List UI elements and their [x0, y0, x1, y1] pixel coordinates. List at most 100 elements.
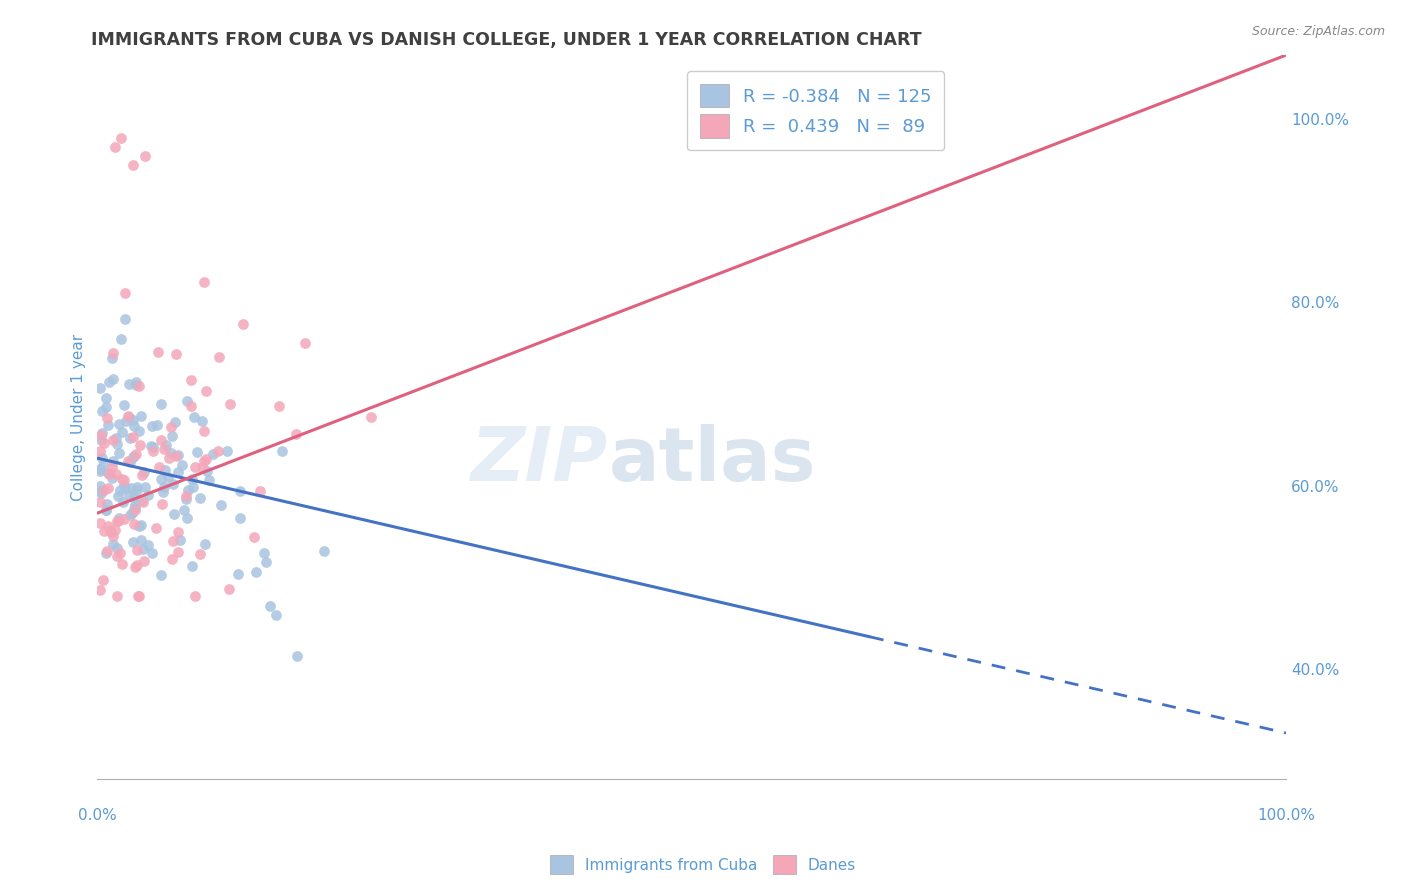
- Point: [243, 530, 266, 544]
- Point: [294, 336, 316, 351]
- Point: [107, 445, 129, 459]
- Point: [207, 444, 229, 458]
- Point: [97, 519, 120, 533]
- Point: [100, 459, 122, 474]
- Point: [166, 545, 188, 559]
- Point: [166, 465, 188, 479]
- Point: [98, 467, 121, 481]
- Point: [103, 537, 125, 551]
- Point: [125, 480, 148, 494]
- Point: [146, 418, 169, 433]
- Point: [150, 568, 173, 582]
- Point: [150, 397, 173, 411]
- Point: [142, 444, 165, 458]
- Point: [285, 427, 308, 442]
- Point: [90, 404, 112, 418]
- Point: [162, 477, 184, 491]
- Point: [134, 149, 156, 163]
- Point: [112, 473, 135, 487]
- Point: [105, 467, 128, 482]
- Point: [134, 554, 156, 568]
- Point: [165, 347, 187, 361]
- Point: [198, 473, 221, 487]
- Point: [162, 534, 184, 549]
- Point: [184, 589, 207, 603]
- Point: [153, 480, 176, 494]
- Point: [131, 467, 153, 482]
- Point: [89, 464, 111, 478]
- Point: [98, 524, 121, 538]
- Point: [129, 409, 152, 423]
- Point: [94, 392, 117, 406]
- Point: [186, 445, 208, 459]
- Point: [105, 549, 128, 563]
- Point: [89, 462, 111, 476]
- Point: [190, 460, 212, 475]
- Point: [218, 582, 240, 596]
- Point: [254, 555, 277, 569]
- Point: [193, 275, 215, 289]
- Point: [124, 560, 146, 574]
- Text: ZIP: ZIP: [471, 424, 609, 497]
- Point: [139, 439, 162, 453]
- Text: Source: ZipAtlas.com: Source: ZipAtlas.com: [1251, 25, 1385, 38]
- Point: [93, 573, 115, 587]
- Point: [201, 447, 224, 461]
- Point: [98, 375, 121, 389]
- Point: [208, 350, 231, 364]
- Point: [118, 377, 141, 392]
- Point: [122, 450, 145, 465]
- Text: 0.0%: 0.0%: [77, 808, 117, 823]
- Point: [114, 482, 136, 496]
- Point: [157, 450, 180, 465]
- Point: [181, 472, 204, 486]
- Point: [112, 398, 135, 412]
- Point: [114, 286, 136, 301]
- Point: [180, 373, 202, 387]
- Point: [209, 498, 232, 512]
- Point: [118, 488, 141, 502]
- Point: [229, 484, 252, 499]
- Point: [93, 524, 115, 538]
- Point: [121, 412, 143, 426]
- Point: [150, 497, 173, 511]
- Point: [132, 542, 155, 557]
- Point: [194, 537, 217, 551]
- Point: [174, 489, 197, 503]
- Point: [93, 435, 115, 450]
- Point: [89, 444, 111, 458]
- Point: [107, 514, 129, 528]
- Text: IMMIGRANTS FROM CUBA VS DANISH COLLEGE, UNDER 1 YEAR CORRELATION CHART: IMMIGRANTS FROM CUBA VS DANISH COLLEGE, …: [91, 31, 922, 49]
- Point: [181, 480, 204, 494]
- Point: [136, 538, 159, 552]
- Point: [172, 458, 194, 472]
- Point: [112, 495, 135, 509]
- Point: [188, 547, 211, 561]
- Point: [94, 503, 117, 517]
- Point: [136, 488, 159, 502]
- Point: [150, 433, 173, 447]
- Point: [184, 460, 207, 475]
- Point: [96, 543, 118, 558]
- Point: [125, 375, 148, 389]
- Point: [195, 464, 218, 478]
- Point: [191, 414, 214, 428]
- Point: [101, 372, 124, 386]
- Point: [93, 483, 115, 497]
- Point: [117, 454, 139, 468]
- Point: [131, 517, 153, 532]
- Point: [97, 481, 120, 495]
- Point: [103, 434, 125, 448]
- Point: [141, 419, 163, 434]
- Legend: R = -0.384   N = 125, R =  0.439   N =  89: R = -0.384 N = 125, R = 0.439 N = 89: [688, 71, 943, 151]
- Point: [249, 484, 271, 499]
- Point: [159, 446, 181, 460]
- Point: [111, 557, 134, 571]
- Text: atlas: atlas: [609, 424, 815, 497]
- Point: [193, 453, 215, 467]
- Point: [162, 428, 184, 442]
- Point: [125, 378, 148, 392]
- Point: [163, 507, 186, 521]
- Point: [173, 503, 195, 517]
- Point: [163, 415, 186, 429]
